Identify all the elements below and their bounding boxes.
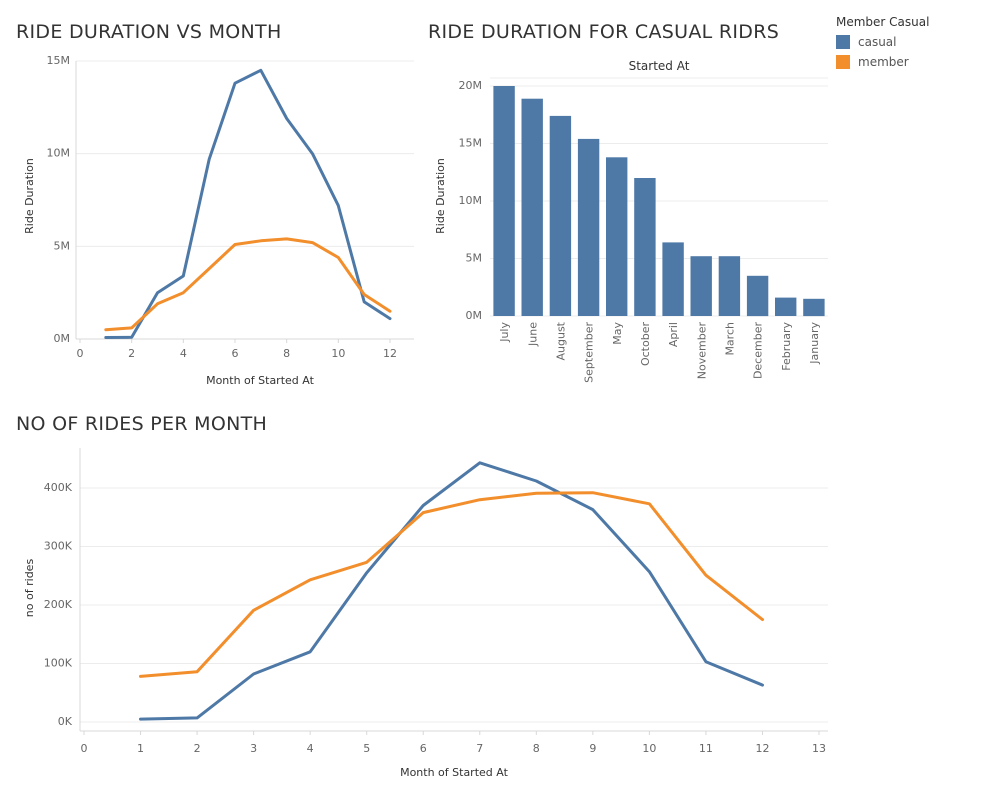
legend: Member Casual casual member [836, 15, 929, 72]
x-category-label: August [554, 321, 567, 360]
x-category-label: September [583, 322, 596, 383]
legend-swatch-casual [836, 35, 850, 49]
x-tick-label: 12 [755, 742, 769, 755]
series-line-casual [104, 68, 392, 339]
y-axis-label: Ride Duration [434, 158, 447, 234]
y-tick-label: 100K [44, 657, 73, 670]
x-category-label: June [526, 322, 539, 347]
series-line-member [139, 491, 764, 678]
legend-item-member[interactable]: member [836, 52, 929, 72]
x-tick-label: 11 [699, 742, 713, 755]
x-tick-label: 1 [137, 742, 144, 755]
bar-february [775, 297, 797, 316]
bar-march [718, 256, 741, 316]
bar-september [577, 138, 600, 316]
y-tick-label: 0M [54, 332, 71, 345]
x-tick-label: 2 [194, 742, 201, 755]
y-tick-label: 15M [47, 54, 71, 67]
x-tick-label: 6 [420, 742, 427, 755]
x-axis-label: Month of Started At [400, 766, 509, 779]
y-tick-label: 300K [44, 540, 73, 553]
title-ride-duration-casual: RIDE DURATION FOR CASUAL RIDRS [428, 21, 780, 43]
x-tick-label: 6 [232, 347, 239, 360]
y-tick-label: 400K [44, 481, 73, 494]
y-axis-label: Ride Duration [23, 158, 36, 234]
y-tick-label: 5M [54, 239, 71, 252]
y-axis-label: no of rides [23, 559, 36, 618]
y-tick-label: 0M [466, 309, 483, 322]
x-tick-label: 8 [533, 742, 540, 755]
series-line-casual [139, 461, 764, 721]
y-tick-label: 10M [47, 147, 71, 160]
x-tick-label: 7 [476, 742, 483, 755]
x-category-label: October [639, 322, 652, 366]
y-tick-label: 0K [58, 715, 73, 728]
bar-may [606, 157, 628, 316]
y-tick-label: 20M [459, 79, 483, 92]
title-rides-per-month: NO OF RIDES PER MONTH [16, 413, 268, 435]
x-tick-label: 5 [363, 742, 370, 755]
x-tick-label: 13 [812, 742, 826, 755]
bar-april [662, 242, 684, 316]
x-category-label: April [667, 322, 680, 347]
bar-october [634, 178, 656, 316]
legend-swatch-member [836, 55, 850, 69]
bar-january [803, 298, 825, 317]
y-tick-label: 15M [459, 137, 483, 150]
y-tick-label: 200K [44, 598, 73, 611]
x-category-label: May [611, 322, 624, 345]
x-category-label: December [752, 322, 765, 380]
x-category-label: January [808, 322, 821, 365]
x-tick-label: 2 [128, 347, 135, 360]
x-tick-label: 0 [77, 347, 84, 360]
legend-label-member: member [858, 55, 909, 69]
x-tick-label: 0 [81, 742, 88, 755]
bar-chart-header: Started At [629, 59, 690, 73]
x-category-label: February [780, 322, 793, 371]
bar-august [549, 115, 572, 317]
legend-title: Member Casual [836, 15, 930, 29]
y-tick-label: 5M [466, 252, 483, 265]
title-ride-duration-vs-month: RIDE DURATION VS MONTH [16, 21, 282, 43]
x-tick-label: 12 [383, 347, 397, 360]
x-tick-label: 9 [589, 742, 596, 755]
x-category-label: March [723, 322, 736, 356]
x-category-label: November [695, 322, 708, 380]
x-category-label: July [498, 322, 511, 343]
legend-label-casual: casual [858, 35, 897, 49]
y-tick-label: 10M [459, 194, 483, 207]
x-tick-label: 10 [642, 742, 656, 755]
x-tick-label: 4 [307, 742, 314, 755]
bar-july [493, 86, 515, 316]
bar-june [521, 98, 543, 316]
x-axis-label: Month of Started At [206, 374, 315, 387]
series-line-member [104, 237, 392, 332]
x-tick-label: 3 [250, 742, 257, 755]
x-tick-label: 10 [331, 347, 345, 360]
x-tick-label: 8 [283, 347, 290, 360]
bar-december [746, 275, 769, 317]
bar-november [690, 256, 712, 316]
x-tick-label: 4 [180, 347, 187, 360]
legend-item-casual[interactable]: casual [836, 32, 929, 52]
